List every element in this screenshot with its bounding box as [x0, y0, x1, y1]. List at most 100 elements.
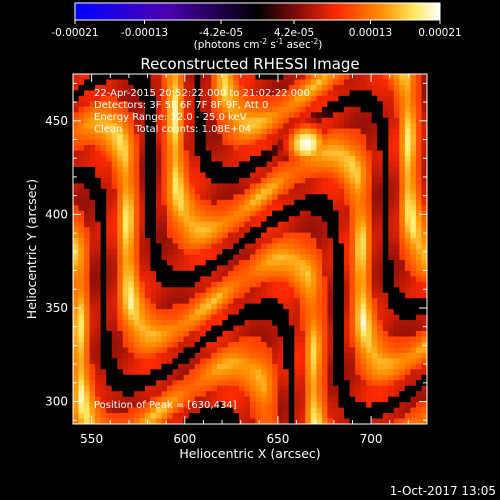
heatmap-cell	[155, 287, 163, 294]
heatmap-cell	[117, 385, 124, 392]
heatmap-cell	[393, 123, 400, 130]
heatmap-cell	[89, 188, 96, 195]
heatmap-cell	[283, 396, 290, 403]
heatmap-cell	[133, 199, 140, 206]
heatmap-cell	[316, 391, 323, 398]
heatmap-cell	[250, 413, 257, 420]
heatmap-cell	[332, 90, 340, 97]
heatmap-cell	[172, 238, 179, 245]
heatmap-cell	[238, 106, 246, 113]
heatmap-cell	[211, 79, 218, 86]
heatmap-cell	[139, 413, 146, 420]
heatmap-cell	[327, 156, 334, 163]
heatmap-cell	[388, 418, 395, 424]
heatmap-cell	[161, 407, 168, 414]
heatmap-cell	[250, 79, 257, 86]
heatmap-cell	[277, 128, 284, 135]
heatmap-cell	[194, 112, 201, 119]
heatmap-cell	[161, 166, 168, 174]
heatmap-cell	[95, 298, 102, 305]
heatmap-cell	[84, 166, 91, 174]
heatmap-cell	[382, 320, 389, 327]
heatmap-cell	[294, 227, 301, 234]
heatmap-cell	[144, 374, 152, 381]
heatmap-cell	[194, 232, 201, 239]
heatmap-cell	[200, 243, 207, 250]
heatmap-cell	[216, 106, 223, 113]
heatmap-cell	[371, 134, 378, 141]
heatmap-cell	[410, 161, 417, 168]
heatmap-cell	[172, 145, 179, 152]
heatmap-cell	[283, 145, 290, 152]
heatmap-cell	[227, 227, 235, 234]
heatmap-cell	[167, 232, 174, 239]
heatmap-cell	[139, 314, 146, 321]
heatmap-cell	[310, 303, 317, 310]
heatmap-cell	[172, 112, 179, 119]
heatmap-cell	[84, 183, 91, 190]
heatmap-cell	[288, 161, 295, 168]
heatmap-cell	[366, 128, 373, 135]
heatmap-cell	[388, 396, 395, 403]
heatmap-cell	[277, 314, 284, 321]
heatmap-cell	[366, 123, 373, 130]
heatmap-cell	[144, 238, 152, 245]
heatmap-cell	[194, 309, 201, 316]
heatmap-cell	[305, 309, 312, 316]
heatmap-cell	[200, 232, 207, 239]
heatmap-cell	[150, 407, 157, 414]
heatmap-cell	[89, 281, 96, 288]
heatmap-cell	[200, 205, 207, 212]
heatmap-cell	[399, 90, 406, 97]
heatmap-cell	[321, 369, 329, 376]
heatmap-cell	[222, 303, 229, 310]
heatmap-cell	[349, 325, 356, 332]
heatmap-cell	[410, 341, 417, 349]
heatmap-cell	[355, 265, 362, 272]
heatmap-cell	[122, 259, 129, 267]
heatmap-cell	[78, 407, 85, 414]
heatmap-cell	[404, 221, 412, 228]
heatmap-cell	[327, 221, 334, 228]
heatmap-cell	[355, 385, 362, 392]
heatmap-cell	[95, 407, 102, 414]
heatmap-cell	[161, 320, 168, 327]
heatmap-cell	[244, 84, 251, 92]
heatmap-cell	[393, 106, 400, 113]
heatmap-cell	[150, 325, 157, 332]
heatmap-cell	[194, 128, 201, 135]
heatmap-cell	[238, 205, 246, 212]
heatmap-cell	[89, 84, 96, 92]
heatmap-cell	[410, 112, 417, 119]
heatmap-cell	[189, 254, 196, 261]
heatmap-cell	[321, 90, 329, 97]
heatmap-cell	[183, 79, 190, 86]
heatmap-cell	[150, 101, 157, 108]
heatmap-cell	[388, 402, 395, 409]
heatmap-cell	[178, 331, 185, 338]
heatmap-cell	[382, 265, 389, 272]
heatmap-cell	[338, 74, 345, 81]
heatmap-cell	[332, 281, 340, 288]
heatmap-cell	[371, 380, 378, 387]
heatmap-cell	[73, 314, 80, 321]
heatmap-cell	[288, 232, 295, 239]
heatmap-cell	[178, 418, 185, 424]
heatmap-cell	[382, 391, 389, 398]
heatmap-cell	[327, 352, 334, 359]
heatmap-cell	[183, 270, 190, 277]
heatmap-cell	[366, 276, 373, 283]
heatmap-cell	[393, 166, 400, 174]
heatmap-cell	[344, 243, 351, 250]
heatmap-cell	[399, 161, 406, 168]
heatmap-cell	[100, 166, 107, 174]
heatmap-cell	[139, 156, 146, 163]
heatmap-cell	[377, 84, 384, 92]
heatmap-cell	[122, 134, 129, 141]
heatmap-cell	[117, 227, 124, 234]
heatmap-cell	[277, 156, 284, 163]
y-tick-label: 400	[45, 207, 68, 221]
heatmap-cell	[111, 281, 118, 288]
heatmap-cell	[415, 407, 423, 414]
heatmap-cell	[128, 199, 135, 206]
